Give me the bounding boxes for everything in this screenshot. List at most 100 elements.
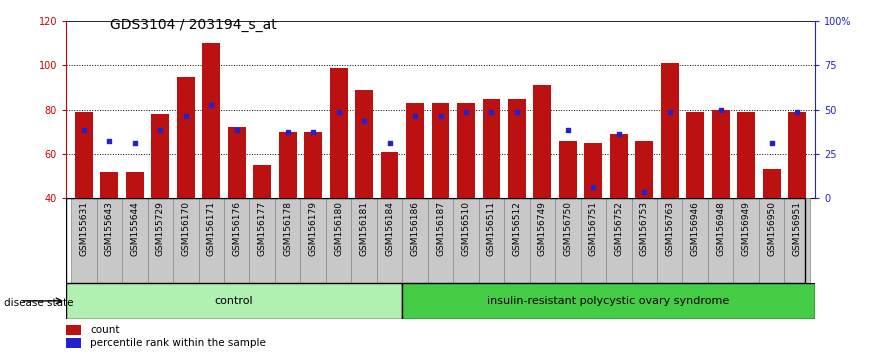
Point bbox=[306, 129, 320, 135]
Point bbox=[790, 109, 804, 115]
Text: percentile rank within the sample: percentile rank within the sample bbox=[91, 338, 266, 348]
Bar bbox=[381, 152, 398, 198]
Bar bbox=[657, 198, 683, 283]
Bar bbox=[173, 198, 198, 283]
Text: GSM156950: GSM156950 bbox=[767, 201, 776, 256]
Text: GSM156170: GSM156170 bbox=[181, 201, 190, 256]
Bar bbox=[352, 198, 377, 283]
Bar bbox=[478, 198, 504, 283]
Text: disease state: disease state bbox=[4, 298, 74, 308]
Text: GSM156946: GSM156946 bbox=[691, 201, 700, 256]
Bar bbox=[122, 198, 148, 283]
Point bbox=[102, 138, 116, 144]
Text: GSM155631: GSM155631 bbox=[79, 201, 88, 256]
Bar bbox=[406, 103, 424, 198]
Point bbox=[230, 127, 244, 132]
Bar bbox=[483, 99, 500, 198]
Bar bbox=[453, 198, 478, 283]
Point bbox=[714, 107, 728, 113]
Bar bbox=[457, 103, 475, 198]
Bar bbox=[712, 110, 729, 198]
Point bbox=[408, 114, 422, 119]
Bar bbox=[581, 198, 606, 283]
Text: GSM155644: GSM155644 bbox=[130, 201, 139, 256]
Bar bbox=[152, 114, 169, 198]
Point bbox=[663, 109, 677, 115]
Bar bbox=[198, 198, 224, 283]
Bar bbox=[377, 198, 403, 283]
Point bbox=[357, 118, 371, 124]
Text: GSM156948: GSM156948 bbox=[716, 201, 725, 256]
Bar bbox=[66, 338, 81, 348]
Point bbox=[179, 114, 193, 119]
Point bbox=[128, 140, 142, 146]
Text: GSM156751: GSM156751 bbox=[589, 201, 598, 256]
Bar bbox=[632, 198, 657, 283]
Text: GSM156187: GSM156187 bbox=[436, 201, 445, 256]
Text: GSM156951: GSM156951 bbox=[793, 201, 802, 256]
Bar bbox=[432, 103, 449, 198]
Bar bbox=[708, 198, 733, 283]
Bar bbox=[683, 198, 708, 283]
Text: GSM156750: GSM156750 bbox=[563, 201, 573, 256]
Bar bbox=[329, 68, 347, 198]
Point bbox=[281, 129, 295, 135]
Bar bbox=[610, 134, 627, 198]
Bar bbox=[228, 127, 246, 198]
Text: GSM156179: GSM156179 bbox=[308, 201, 318, 256]
Bar bbox=[403, 283, 815, 319]
Bar bbox=[278, 132, 297, 198]
Bar bbox=[559, 141, 577, 198]
Bar bbox=[100, 172, 118, 198]
Bar bbox=[326, 198, 352, 283]
Bar bbox=[584, 143, 603, 198]
Bar bbox=[66, 283, 403, 319]
Point bbox=[433, 114, 448, 119]
Text: GSM156749: GSM156749 bbox=[538, 201, 547, 256]
Bar bbox=[403, 198, 428, 283]
Bar bbox=[203, 44, 220, 198]
Bar bbox=[304, 132, 322, 198]
Text: GSM156180: GSM156180 bbox=[334, 201, 343, 256]
Point bbox=[586, 184, 600, 190]
Text: control: control bbox=[215, 296, 254, 306]
Bar bbox=[788, 112, 806, 198]
Bar bbox=[66, 325, 81, 335]
Text: GSM156178: GSM156178 bbox=[283, 201, 292, 256]
Point bbox=[765, 140, 779, 146]
Text: GSM156176: GSM156176 bbox=[233, 201, 241, 256]
Text: GSM156177: GSM156177 bbox=[258, 201, 267, 256]
Bar bbox=[126, 172, 144, 198]
Text: GDS3104 / 203194_s_at: GDS3104 / 203194_s_at bbox=[110, 18, 277, 32]
Point bbox=[153, 127, 167, 132]
Bar bbox=[784, 198, 810, 283]
Bar bbox=[606, 198, 632, 283]
Bar bbox=[686, 112, 704, 198]
Bar bbox=[661, 63, 678, 198]
Text: GSM156949: GSM156949 bbox=[742, 201, 751, 256]
Text: GSM156512: GSM156512 bbox=[513, 201, 522, 256]
Bar bbox=[97, 198, 122, 283]
Bar bbox=[504, 198, 529, 283]
Text: GSM156510: GSM156510 bbox=[462, 201, 470, 256]
Bar bbox=[300, 198, 326, 283]
Bar bbox=[224, 198, 249, 283]
Bar bbox=[737, 112, 755, 198]
Text: count: count bbox=[91, 325, 120, 335]
Text: GSM156753: GSM156753 bbox=[640, 201, 648, 256]
Point bbox=[561, 127, 575, 132]
Text: GSM156171: GSM156171 bbox=[207, 201, 216, 256]
Bar bbox=[763, 170, 781, 198]
Bar bbox=[75, 112, 93, 198]
Point bbox=[459, 109, 473, 115]
Point bbox=[204, 103, 218, 108]
Point bbox=[485, 109, 499, 115]
Bar bbox=[733, 198, 759, 283]
Text: GSM156181: GSM156181 bbox=[359, 201, 368, 256]
Bar bbox=[275, 198, 300, 283]
Bar bbox=[355, 90, 373, 198]
Bar bbox=[148, 198, 173, 283]
Text: GSM156752: GSM156752 bbox=[614, 201, 623, 256]
Bar bbox=[428, 198, 453, 283]
Text: GSM155729: GSM155729 bbox=[156, 201, 165, 256]
